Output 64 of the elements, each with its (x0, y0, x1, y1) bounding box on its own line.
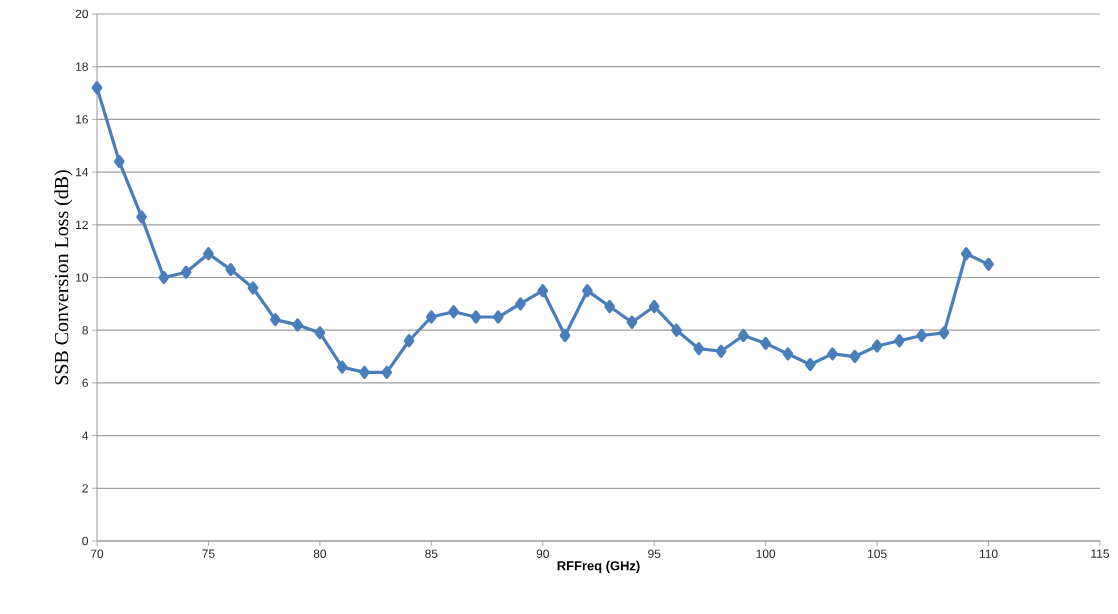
point (894, 334, 905, 348)
point (381, 365, 393, 379)
y-tick-label: 12 (76, 220, 88, 229)
point (849, 349, 861, 364)
y-tick-label: 0 (82, 536, 89, 546)
point (871, 339, 883, 353)
x-tick-label: 100 (756, 549, 776, 558)
y-tick-label: 20 (75, 9, 89, 19)
x-tick-label: 80 (313, 549, 327, 558)
point (983, 257, 994, 271)
point (425, 310, 437, 324)
y-tick-label: 8 (82, 325, 88, 335)
point (604, 299, 615, 314)
x-tick-label: 90 (536, 549, 549, 558)
point (292, 318, 303, 332)
point (359, 365, 370, 379)
point (203, 247, 214, 261)
point (938, 326, 950, 340)
y-tick-label: 18 (76, 62, 88, 71)
y-tick-label: 10 (76, 273, 89, 282)
x-tick-label: 85 (425, 549, 438, 558)
point (247, 281, 259, 295)
point (626, 315, 638, 329)
point (916, 328, 928, 343)
x-tick-label: 110 (979, 549, 998, 558)
point (158, 270, 170, 285)
point (492, 310, 504, 324)
y-tick-label: 2 (82, 484, 88, 493)
point (448, 305, 459, 319)
point (515, 297, 526, 311)
y-tick-label: 14 (76, 167, 89, 177)
point (269, 313, 281, 327)
point (470, 310, 482, 324)
point (314, 326, 326, 340)
point (225, 262, 237, 277)
point (738, 328, 749, 343)
point (760, 336, 772, 350)
x-tick-label: 105 (868, 549, 887, 558)
point (671, 323, 682, 337)
x-tick-label: 75 (202, 549, 215, 558)
point (693, 342, 705, 356)
x-tick-label: 95 (648, 549, 661, 558)
point (403, 334, 415, 348)
point (582, 284, 593, 298)
x-tick-label: 70 (90, 549, 104, 558)
point (180, 265, 192, 279)
point (559, 328, 571, 343)
y-axis-title: SSB Conversion Loss (dB) (54, 170, 73, 385)
y-tick-label: 4 (82, 431, 89, 440)
point (960, 247, 972, 261)
point (715, 344, 727, 358)
x-tick-label: 115 (1091, 549, 1110, 558)
point (537, 284, 549, 298)
point (648, 299, 660, 314)
point (91, 81, 103, 95)
point (136, 210, 147, 224)
y-tick-label: 6 (82, 378, 88, 388)
y-tick-label: 16 (76, 115, 88, 124)
point (827, 347, 838, 361)
point (336, 360, 348, 374)
point (113, 154, 125, 169)
point (804, 357, 816, 372)
x-axis-title: RFFreq (GHz) (557, 560, 640, 573)
point (782, 347, 794, 361)
